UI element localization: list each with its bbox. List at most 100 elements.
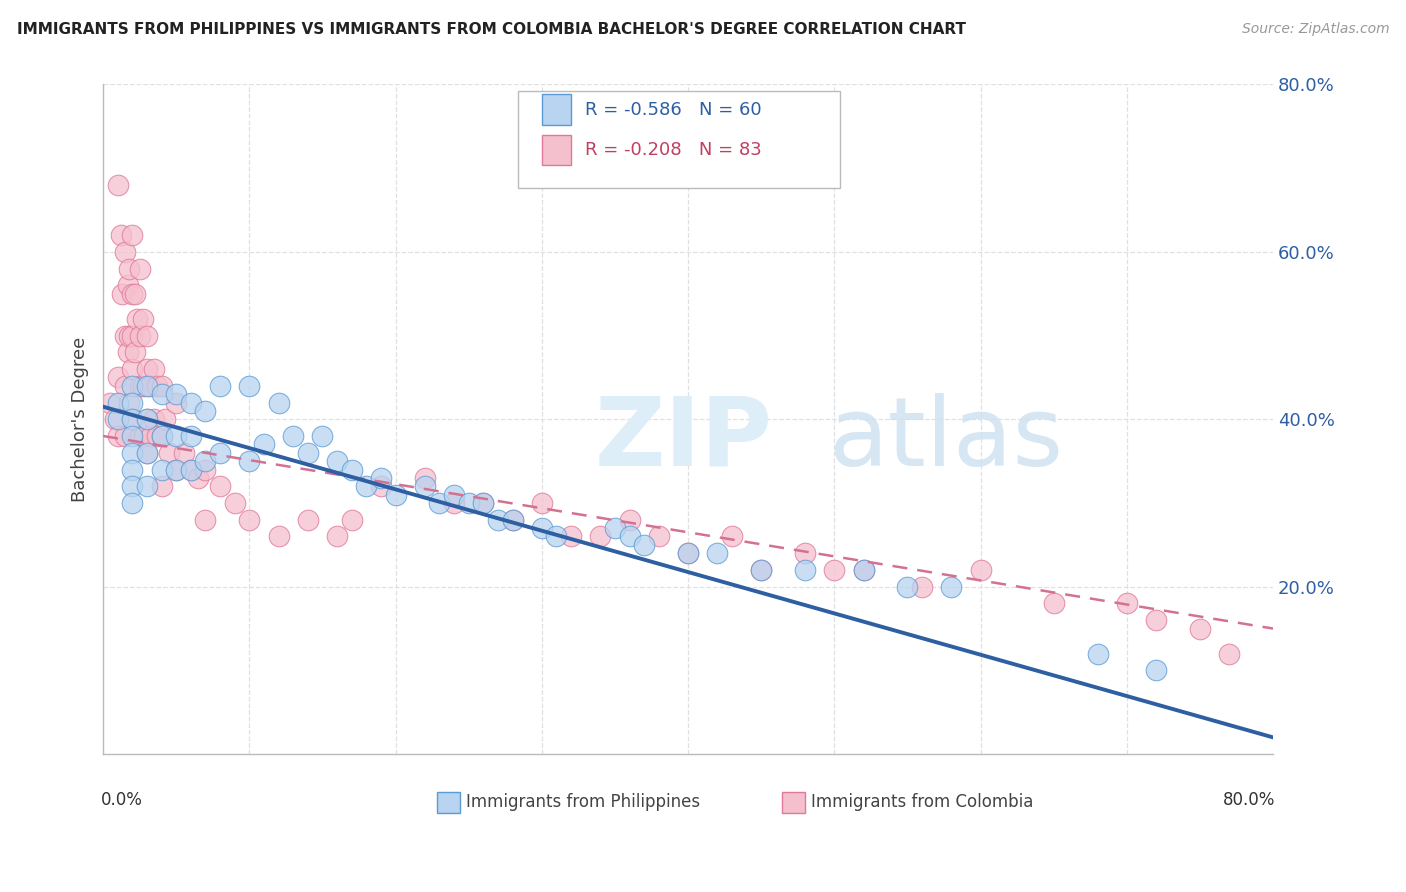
Point [370, 479, 392, 493]
Point [131, 311, 153, 326]
Point [107, 370, 129, 384]
Bar [782, 791, 806, 813]
Point [121, 496, 143, 510]
Bar [436, 791, 460, 813]
Point [676, 546, 699, 560]
Point [326, 454, 349, 468]
Point [117, 278, 139, 293]
Point [150, 387, 173, 401]
Text: Source: ZipAtlas.com: Source: ZipAtlas.com [1241, 22, 1389, 37]
Point [165, 395, 187, 409]
Point [118, 261, 141, 276]
Point [340, 513, 363, 527]
Point [194, 462, 217, 476]
Point [413, 479, 436, 493]
Point [157, 446, 180, 460]
Point [117, 345, 139, 359]
Point [209, 446, 232, 460]
Point [114, 429, 136, 443]
Point [370, 471, 392, 485]
Point [1115, 597, 1137, 611]
Point [150, 462, 173, 476]
Point [852, 563, 875, 577]
Point [502, 513, 524, 527]
Point [238, 513, 260, 527]
Point [110, 228, 132, 243]
Point [340, 462, 363, 476]
Point [443, 496, 465, 510]
Point [180, 462, 202, 476]
Point [136, 379, 159, 393]
Point [121, 328, 143, 343]
Point [165, 387, 187, 401]
Text: R = -0.208   N = 83: R = -0.208 N = 83 [585, 141, 762, 159]
Point [209, 479, 232, 493]
Point [128, 379, 150, 393]
Point [114, 379, 136, 393]
Point [311, 429, 333, 443]
Point [633, 538, 655, 552]
Point [560, 529, 582, 543]
Point [794, 563, 817, 577]
Point [589, 529, 612, 543]
Point [132, 429, 155, 443]
Point [896, 580, 918, 594]
Point [121, 379, 143, 393]
Point [111, 286, 134, 301]
Point [194, 454, 217, 468]
Point [146, 379, 169, 393]
Point [165, 462, 187, 476]
Point [121, 429, 143, 443]
Point [118, 328, 141, 343]
Point [180, 395, 202, 409]
Point [173, 446, 195, 460]
Point [1218, 647, 1240, 661]
Point [472, 496, 495, 510]
Text: IMMIGRANTS FROM PHILIPPINES VS IMMIGRANTS FROM COLOMBIA BACHELOR'S DEGREE CORREL: IMMIGRANTS FROM PHILIPPINES VS IMMIGRANT… [17, 22, 966, 37]
Point [104, 412, 127, 426]
Point [121, 446, 143, 460]
Point [413, 471, 436, 485]
Point [472, 496, 495, 510]
Point [125, 311, 148, 326]
Point [136, 446, 159, 460]
Point [136, 412, 159, 426]
Text: 0.0%: 0.0% [101, 791, 142, 809]
Point [297, 446, 319, 460]
Point [238, 454, 260, 468]
Point [124, 286, 146, 301]
Point [238, 379, 260, 393]
Point [114, 244, 136, 259]
Point [150, 379, 173, 393]
Point [141, 429, 163, 443]
Point [128, 328, 150, 343]
Point [823, 563, 845, 577]
Point [165, 429, 187, 443]
Text: atlas: atlas [828, 392, 1063, 486]
Point [150, 479, 173, 493]
Point [107, 429, 129, 443]
Point [143, 412, 166, 426]
Point [969, 563, 991, 577]
Point [603, 521, 626, 535]
Point [121, 412, 143, 426]
Text: Immigrants from Philippines: Immigrants from Philippines [465, 793, 700, 812]
Point [153, 412, 176, 426]
Point [384, 488, 406, 502]
Text: Immigrants from Colombia: Immigrants from Colombia [811, 793, 1033, 812]
Y-axis label: Bachelor's Degree: Bachelor's Degree [72, 336, 89, 502]
Point [209, 379, 232, 393]
Point [267, 395, 290, 409]
Point [180, 429, 202, 443]
Point [619, 513, 641, 527]
Point [530, 496, 553, 510]
Point [139, 379, 162, 393]
Point [150, 429, 173, 443]
Point [118, 395, 141, 409]
Point [121, 412, 143, 426]
Point [457, 496, 479, 510]
Point [114, 328, 136, 343]
Point [852, 563, 875, 577]
Point [143, 362, 166, 376]
Point [648, 529, 671, 543]
